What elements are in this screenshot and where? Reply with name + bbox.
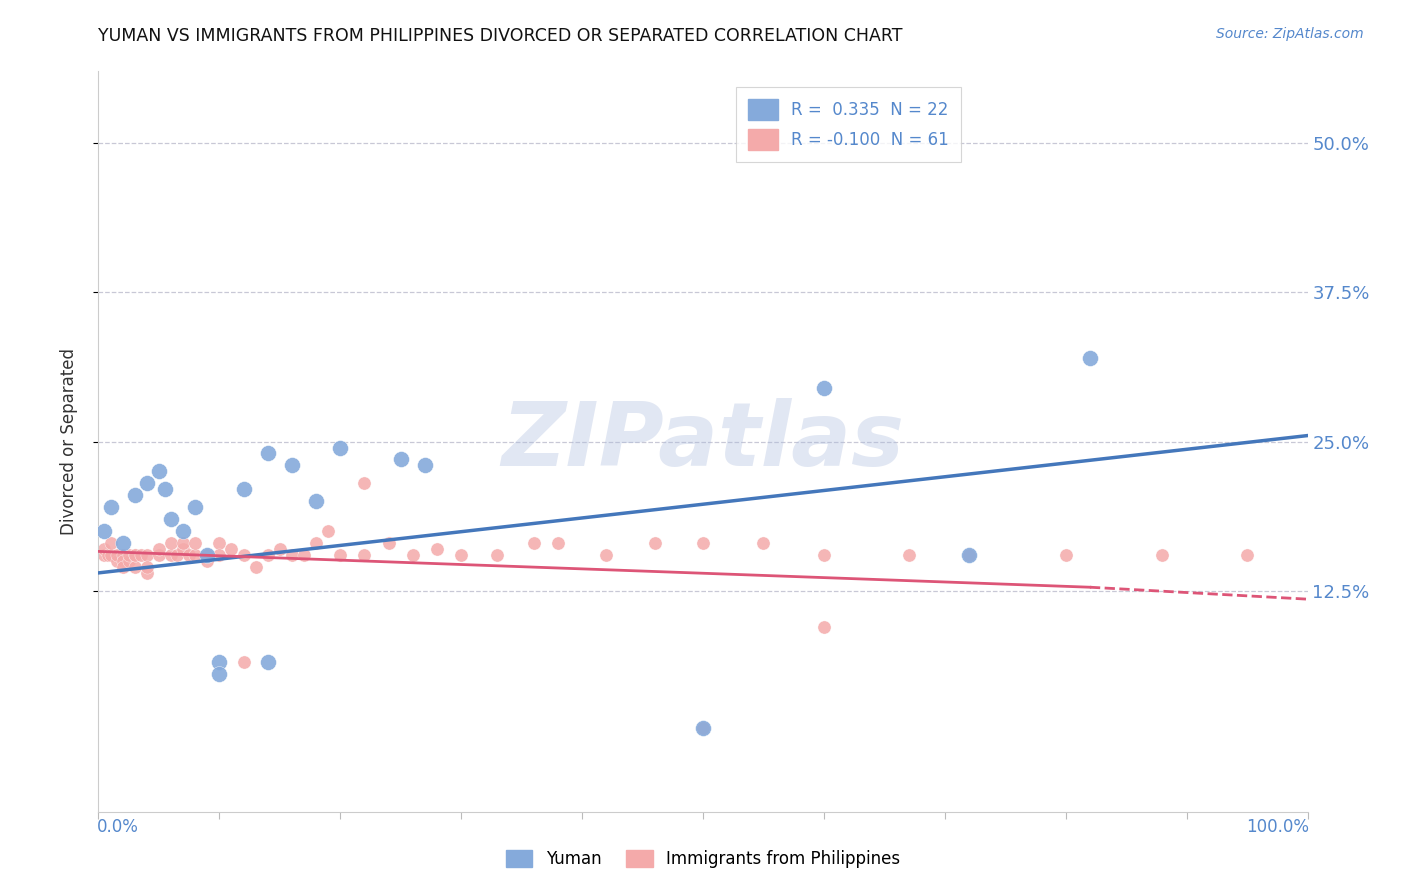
Point bbox=[195, 548, 218, 562]
Point bbox=[179, 548, 201, 562]
Point bbox=[353, 476, 375, 491]
Point bbox=[124, 560, 146, 574]
Point bbox=[160, 512, 183, 526]
Point bbox=[232, 548, 254, 562]
Point bbox=[316, 524, 339, 538]
Text: YUMAN VS IMMIGRANTS FROM PHILIPPINES DIVORCED OR SEPARATED CORRELATION CHART: YUMAN VS IMMIGRANTS FROM PHILIPPINES DIV… bbox=[98, 27, 903, 45]
Point bbox=[1152, 548, 1174, 562]
Point bbox=[402, 548, 425, 562]
Point bbox=[269, 541, 291, 556]
Point bbox=[256, 548, 278, 562]
Point bbox=[135, 476, 157, 491]
Point bbox=[148, 548, 170, 562]
Point bbox=[813, 620, 835, 634]
Point bbox=[957, 548, 980, 562]
Point bbox=[100, 500, 122, 515]
Y-axis label: Divorced or Separated: Divorced or Separated bbox=[59, 348, 77, 535]
Legend: R =  0.335  N = 22, R = -0.100  N = 61: R = 0.335 N = 22, R = -0.100 N = 61 bbox=[737, 87, 960, 161]
Point bbox=[184, 500, 207, 515]
Point bbox=[105, 554, 128, 568]
Point bbox=[160, 548, 183, 562]
Point bbox=[93, 548, 115, 562]
Point bbox=[1236, 548, 1258, 562]
Text: 0.0%: 0.0% bbox=[97, 818, 139, 836]
Text: Source: ZipAtlas.com: Source: ZipAtlas.com bbox=[1216, 27, 1364, 41]
Point bbox=[135, 548, 157, 562]
Point bbox=[232, 483, 254, 497]
Point bbox=[93, 524, 115, 538]
Text: 100.0%: 100.0% bbox=[1246, 818, 1309, 836]
Point bbox=[595, 548, 617, 562]
Point bbox=[957, 548, 980, 562]
Point bbox=[172, 541, 194, 556]
Point bbox=[692, 721, 714, 735]
Point bbox=[450, 548, 472, 562]
Point bbox=[256, 446, 278, 460]
Point bbox=[897, 548, 920, 562]
Point bbox=[166, 548, 188, 562]
Text: ZIPatlas: ZIPatlas bbox=[502, 398, 904, 485]
Point bbox=[426, 541, 449, 556]
Point bbox=[148, 464, 170, 478]
Point bbox=[644, 536, 666, 550]
Point bbox=[208, 656, 231, 670]
Point bbox=[100, 548, 122, 562]
Point bbox=[208, 667, 231, 681]
Point bbox=[813, 548, 835, 562]
Point bbox=[692, 536, 714, 550]
Point bbox=[281, 458, 304, 473]
Point bbox=[547, 536, 569, 550]
Point bbox=[329, 441, 352, 455]
Point bbox=[135, 566, 157, 580]
Point bbox=[208, 548, 231, 562]
Point bbox=[195, 548, 218, 562]
Point bbox=[118, 554, 141, 568]
Point bbox=[292, 548, 315, 562]
Point bbox=[135, 560, 157, 574]
Point bbox=[256, 656, 278, 670]
Point bbox=[281, 548, 304, 562]
Point bbox=[105, 548, 128, 562]
Point bbox=[305, 536, 328, 550]
Point bbox=[97, 548, 120, 562]
Point bbox=[221, 541, 243, 556]
Point bbox=[184, 536, 207, 550]
Point bbox=[124, 548, 146, 562]
Point bbox=[129, 548, 152, 562]
Point bbox=[486, 548, 509, 562]
Point bbox=[172, 536, 194, 550]
Point bbox=[232, 656, 254, 670]
Point bbox=[305, 494, 328, 508]
Point bbox=[148, 541, 170, 556]
Point bbox=[245, 560, 267, 574]
Point bbox=[111, 536, 134, 550]
Point bbox=[111, 548, 134, 562]
Point bbox=[389, 452, 412, 467]
Point bbox=[377, 536, 399, 550]
Point bbox=[100, 536, 122, 550]
Point bbox=[111, 560, 134, 574]
Point bbox=[124, 548, 146, 562]
Point bbox=[752, 536, 775, 550]
Point bbox=[813, 381, 835, 395]
Point bbox=[1078, 351, 1101, 365]
Point bbox=[329, 548, 352, 562]
Point bbox=[124, 488, 146, 502]
Point bbox=[93, 541, 115, 556]
Point bbox=[160, 536, 183, 550]
Point bbox=[111, 554, 134, 568]
Point bbox=[172, 524, 194, 538]
Point bbox=[523, 536, 546, 550]
Point bbox=[153, 483, 176, 497]
Point bbox=[692, 721, 714, 735]
Point bbox=[353, 548, 375, 562]
Point bbox=[184, 548, 207, 562]
Legend: Yuman, Immigrants from Philippines: Yuman, Immigrants from Philippines bbox=[499, 843, 907, 875]
Point bbox=[1054, 548, 1077, 562]
Point bbox=[413, 458, 436, 473]
Point bbox=[208, 536, 231, 550]
Point bbox=[118, 548, 141, 562]
Point bbox=[195, 554, 218, 568]
